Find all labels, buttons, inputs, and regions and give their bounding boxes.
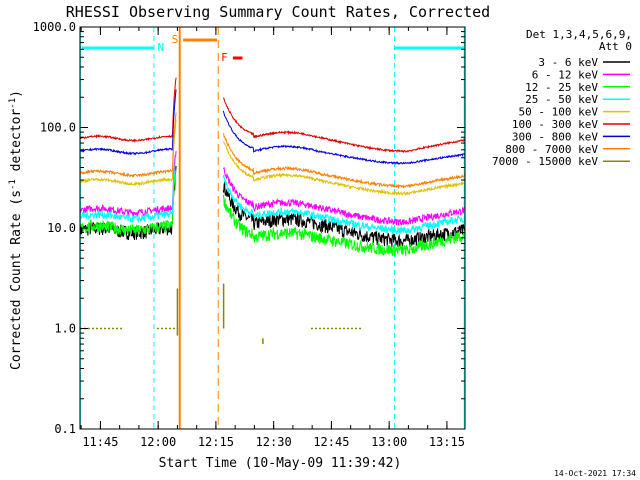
series-300-800-kev <box>79 89 177 156</box>
night-flag-label: N <box>158 41 165 54</box>
x-axis-label: Start Time (10-May-09 11:39:42) <box>159 456 402 471</box>
x-tick-label: 12:00 <box>140 435 176 449</box>
axes-layer: 1000.0 100.0 10.0 1.0 0.1 11:45 12:00 12:15 12:3… <box>33 20 466 449</box>
y-tick-label: 0.1 <box>54 422 76 436</box>
legend-header: Det 1,3,4,5,6,9, <box>526 28 632 41</box>
legend-entry-label: 50 - 100 keV <box>519 106 599 119</box>
legend-entry-label: 3 - 6 keV <box>538 56 598 69</box>
series-800-7000-kev <box>222 132 466 190</box>
y-tick-label: 1.0 <box>54 322 76 336</box>
flare-flag-label: F <box>221 51 228 64</box>
series-50-100-kev <box>79 119 177 187</box>
series-12-25-kev <box>79 170 177 235</box>
legend-entry-label: 7000 - 15000 keV <box>492 155 598 168</box>
series-50-100-kev <box>222 141 466 197</box>
saa-flag-label: S <box>172 33 179 46</box>
chart-title: RHESSI Observing Summary Count Rates, Co… <box>66 3 490 21</box>
x-tick-label: 12:45 <box>313 435 349 449</box>
series-25-50-kev <box>222 174 466 235</box>
legend-entry-label: 6 - 12 keV <box>532 68 599 81</box>
x-tick-label: 13:00 <box>371 435 407 449</box>
legend-entry-label: 800 - 7000 keV <box>505 143 598 156</box>
series-100-300-kev <box>223 97 465 154</box>
series-12-25-kev <box>222 194 466 259</box>
y-axis-label: Corrected Count Rate (s-1 detector-1) <box>8 90 24 370</box>
y-tick-label: 10.0 <box>47 221 76 235</box>
data-series-layer <box>79 77 466 345</box>
x-tick-label: 12:15 <box>198 435 234 449</box>
x-tick-label: 12:30 <box>256 435 292 449</box>
series-7000-15000-kev <box>80 283 465 345</box>
y-tick-label: 1000.0 <box>33 20 76 34</box>
y-tick-label: 100.0 <box>40 121 76 135</box>
series-100-300-kev <box>79 77 177 144</box>
x-tick-label: 11:45 <box>82 435 118 449</box>
series-3-6-kev <box>222 181 466 248</box>
legend-entry-label: 300 - 800 keV <box>512 130 598 143</box>
series-300-800-kev <box>222 110 466 166</box>
x-tick-label: 13:15 <box>429 435 465 449</box>
timestamp: 14-Oct-2021 17:34 <box>554 469 636 478</box>
series-6-12-kev <box>222 166 465 226</box>
legend-entry-label: 25 - 50 keV <box>525 93 598 106</box>
legend-subheader: Att 0 <box>599 40 632 53</box>
legend-entry-label: 12 - 25 keV <box>525 81 598 94</box>
series-800-7000-kev <box>79 112 177 178</box>
series-25-50-kev <box>79 156 177 223</box>
legend-entry-label: 100 - 300 keV <box>512 118 598 131</box>
series-3-6-kev <box>79 166 177 241</box>
